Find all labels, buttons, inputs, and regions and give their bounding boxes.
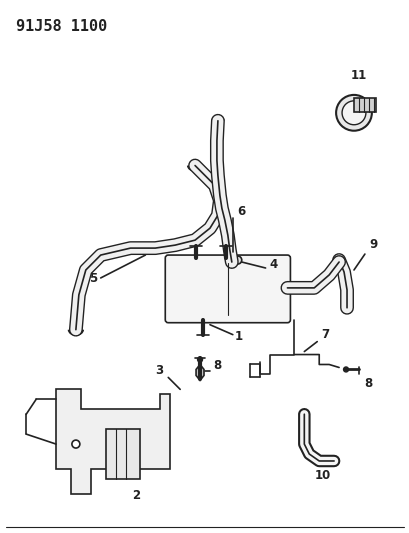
Polygon shape bbox=[196, 365, 204, 381]
Text: 10: 10 bbox=[313, 469, 330, 482]
Text: 8: 8 bbox=[212, 359, 221, 373]
Circle shape bbox=[72, 440, 80, 448]
Circle shape bbox=[335, 95, 371, 131]
Bar bbox=[106, 429, 140, 479]
Text: 5: 5 bbox=[88, 272, 97, 285]
Bar bbox=[353, 98, 375, 112]
Circle shape bbox=[341, 101, 365, 125]
Text: 7: 7 bbox=[320, 328, 328, 341]
Circle shape bbox=[343, 367, 348, 372]
Circle shape bbox=[197, 357, 202, 362]
FancyBboxPatch shape bbox=[165, 255, 290, 322]
Text: 11: 11 bbox=[350, 69, 366, 82]
Text: 3: 3 bbox=[155, 365, 163, 377]
Text: 1: 1 bbox=[234, 329, 242, 343]
Text: 6: 6 bbox=[236, 205, 245, 219]
Text: 91J58 1100: 91J58 1100 bbox=[16, 19, 107, 34]
Polygon shape bbox=[56, 389, 170, 494]
Text: 8: 8 bbox=[363, 377, 371, 390]
Text: 2: 2 bbox=[132, 489, 140, 502]
Text: 9: 9 bbox=[368, 238, 376, 251]
Text: 4: 4 bbox=[269, 258, 277, 271]
Circle shape bbox=[233, 256, 241, 264]
